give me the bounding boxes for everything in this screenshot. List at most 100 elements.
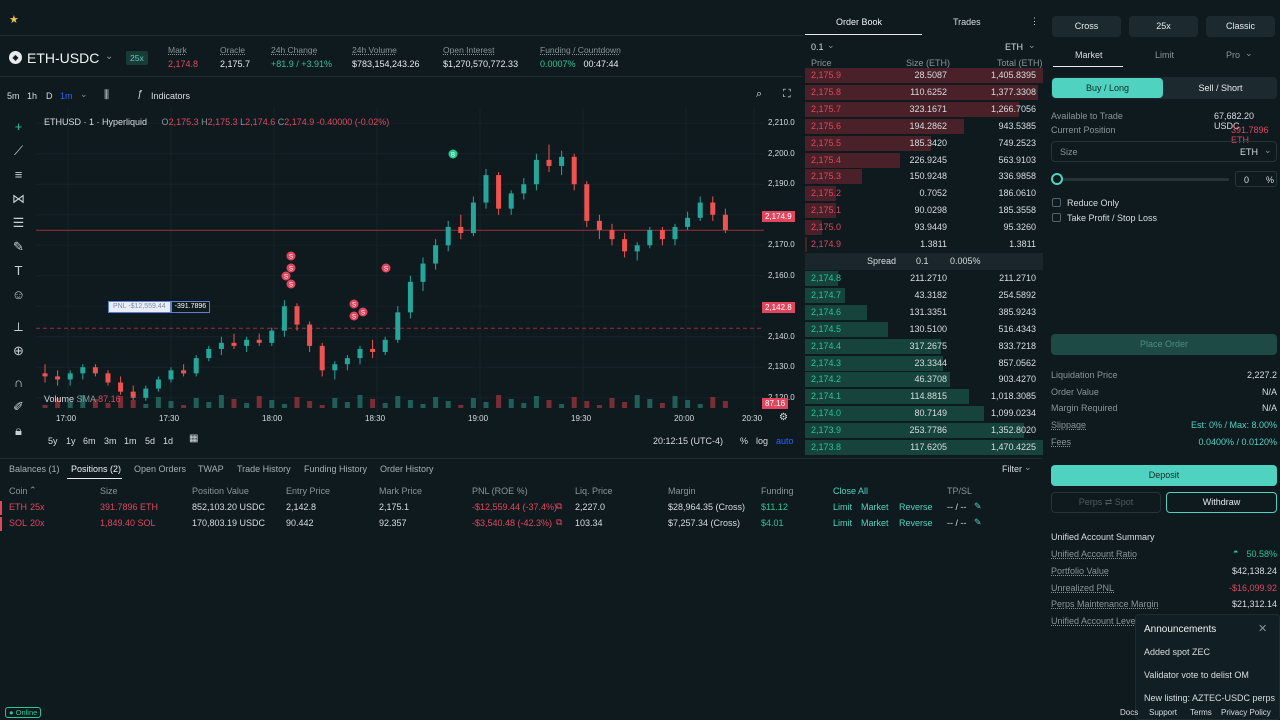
favorite-star-icon[interactable]: ★	[9, 14, 19, 26]
log-toggle[interactable]: log	[756, 436, 769, 446]
limit-close-link[interactable]: Limit	[833, 502, 853, 512]
chevron-down-icon[interactable]: ⌄	[1024, 462, 1032, 472]
edit-pencil-icon[interactable]: ✎	[974, 517, 982, 527]
deposit-button[interactable]: Deposit	[1051, 465, 1277, 486]
more-vertical-icon[interactable]: ⋮	[1030, 16, 1039, 26]
tab-trade-history[interactable]: Trade History	[237, 464, 291, 474]
range-6m[interactable]: 6m	[83, 436, 96, 446]
tab-order-history[interactable]: Order History	[380, 464, 434, 474]
sell-fill-marker[interactable]	[286, 251, 296, 261]
range-3m[interactable]: 3m	[104, 436, 117, 446]
asset-select[interactable]: ETH	[1005, 42, 1023, 52]
bid-row[interactable]: 2,173.8 117.6205 1,470.4225	[805, 439, 1043, 456]
coin[interactable]: ETH	[9, 502, 27, 512]
size-slider-handle[interactable]	[1051, 173, 1063, 185]
chevron-down-icon[interactable]: ⌄	[80, 89, 88, 99]
horizontal-lines-icon[interactable]: ≡	[14, 167, 23, 182]
bid-row[interactable]: 2,174.0 80.7149 1,099.0234	[805, 405, 1043, 422]
sell-fill-marker[interactable]	[286, 279, 296, 289]
margin-mode-button[interactable]: Cross	[1052, 16, 1121, 37]
tab-trades[interactable]: Trades	[953, 17, 981, 27]
ask-row[interactable]: 2,175.8 110.6252 1,377.3308	[805, 84, 1043, 101]
ask-row[interactable]: 2,174.9 1.3811 1.3811	[805, 236, 1043, 253]
trend-line-icon[interactable]: ⟋	[13, 143, 24, 158]
tab-positions-[interactable]: Positions (2)	[71, 464, 122, 474]
footer-link-privacy[interactable]: Privacy Policy	[1221, 708, 1271, 717]
limit-close-link[interactable]: Limit	[833, 518, 853, 528]
candle-type-icon[interactable]: ⫼	[104, 89, 110, 101]
tab-order-book[interactable]: Order Book	[836, 17, 883, 27]
footer-link-docs[interactable]: Docs	[1120, 708, 1139, 717]
withdraw-button[interactable]: Withdraw	[1166, 492, 1277, 513]
filter-button[interactable]: Filter	[1002, 464, 1022, 474]
col-header[interactable]: Close All	[833, 486, 869, 496]
time-axis[interactable]: 17:00 17:30 18:00 18:30 19:00 19:30 20:00 20:30	[36, 413, 764, 425]
perps-spot-button[interactable]: Perps ⇄ Spot	[1051, 492, 1161, 513]
announcement-item[interactable]: New listing: AZTEC-USDC perps	[1144, 693, 1276, 703]
range-5d[interactable]: 5d	[145, 436, 156, 446]
tab-limit[interactable]: Limit	[1155, 50, 1175, 60]
percent-toggle[interactable]: %	[740, 436, 749, 446]
buy-fill-marker[interactable]	[448, 149, 458, 159]
crosshair-icon[interactable]: +	[14, 119, 23, 134]
tab-twap[interactable]: TWAP	[198, 464, 224, 474]
ruler-icon[interactable]: ⟂	[14, 319, 23, 334]
reduce-only-checkbox[interactable]	[1052, 198, 1061, 207]
reverse-link[interactable]: Reverse	[899, 518, 933, 528]
chevron-down-icon[interactable]: ⌄	[1245, 48, 1253, 58]
buy-long-button[interactable]: Buy / Long	[1052, 78, 1163, 98]
bid-row[interactable]: 2,174.6 131.3351 385.9243	[805, 304, 1043, 321]
market-close-link[interactable]: Market	[861, 502, 889, 512]
range-1d[interactable]: 1d	[163, 436, 174, 446]
bid-row[interactable]: 2,173.9 253.7786 1,352.8020	[805, 422, 1043, 439]
col-header[interactable]: Coin	[9, 486, 28, 496]
brush-icon[interactable]: ✎	[13, 239, 24, 254]
share-icon[interactable]: ⧉	[556, 517, 563, 527]
size-slider-track[interactable]	[1057, 178, 1229, 181]
tpsl-checkbox[interactable]	[1052, 213, 1061, 222]
bid-row[interactable]: 2,174.1 114.8815 1,018.3085	[805, 388, 1043, 405]
tab-balances-[interactable]: Balances (1)	[9, 464, 60, 474]
tab-pro[interactable]: Pro	[1226, 50, 1241, 60]
interval-1h[interactable]: 1h	[27, 91, 38, 101]
tab-funding-history[interactable]: Funding History	[304, 464, 368, 474]
ask-row[interactable]: 2,175.3 150.9248 336.9858	[805, 168, 1043, 185]
bid-row[interactable]: 2,174.2 46.3708 903.4270	[805, 371, 1043, 388]
interval-5m[interactable]: 5m	[7, 91, 20, 101]
ask-row[interactable]: 2,175.9 28.5087 1,405.8395	[805, 67, 1043, 84]
bid-row[interactable]: 2,174.3 23.3344 857.0562	[805, 355, 1043, 372]
sell-fill-marker[interactable]	[358, 307, 368, 317]
sell-fill-marker[interactable]	[286, 263, 296, 273]
settings-gear-icon[interactable]: ⚙	[779, 412, 788, 423]
sort-up-icon[interactable]: ⌃	[29, 485, 37, 495]
ask-row[interactable]: 2,175.6 194.2862 943.5385	[805, 118, 1043, 135]
text-icon[interactable]: T	[14, 263, 23, 278]
ask-row[interactable]: 2,175.0 93.9449 95.3260	[805, 219, 1043, 236]
share-icon[interactable]: ⧉	[556, 501, 563, 511]
magnet-icon[interactable]: ∩	[13, 375, 24, 390]
range-5y[interactable]: 5y	[48, 436, 58, 446]
bid-row[interactable]: 2,174.8 211.2710 211.2710	[805, 270, 1043, 287]
fullscreen-icon[interactable]: ⛶	[783, 88, 791, 100]
tab-market[interactable]: Market	[1075, 50, 1103, 60]
calendar-icon[interactable]: ▦	[189, 433, 199, 444]
ask-row[interactable]: 2,175.4 226.9245 563.9103	[805, 152, 1043, 169]
bid-row[interactable]: 2,174.5 130.5100 516.4343	[805, 321, 1043, 338]
coin[interactable]: SOL	[9, 518, 28, 528]
pencil-lock-icon[interactable]: ✐	[13, 399, 24, 414]
announcement-item[interactable]: Validator vote to delist OM	[1144, 670, 1249, 680]
bid-row[interactable]: 2,174.7 43.3182 254.5892	[805, 287, 1043, 304]
size-slider-value[interactable]: 0 %	[1235, 171, 1277, 187]
emoji-icon[interactable]: ☺	[11, 287, 26, 302]
market-close-link[interactable]: Market	[861, 518, 889, 528]
chevron-down-icon[interactable]: ⌄	[105, 51, 114, 62]
announcement-item[interactable]: Added spot ZEC	[1144, 647, 1211, 657]
chevron-down-icon[interactable]: ⌄	[1264, 145, 1272, 155]
sell-fill-marker[interactable]	[381, 263, 391, 273]
ask-row[interactable]: 2,175.7 323.1671 1,266.7056	[805, 101, 1043, 118]
interval-d[interactable]: D	[46, 91, 53, 101]
fib-icon[interactable]: ☰	[12, 215, 25, 230]
sell-fill-marker[interactable]	[349, 311, 359, 321]
ask-row[interactable]: 2,175.5 185.3420 749.2523	[805, 135, 1043, 152]
sell-fill-marker[interactable]	[349, 299, 359, 309]
